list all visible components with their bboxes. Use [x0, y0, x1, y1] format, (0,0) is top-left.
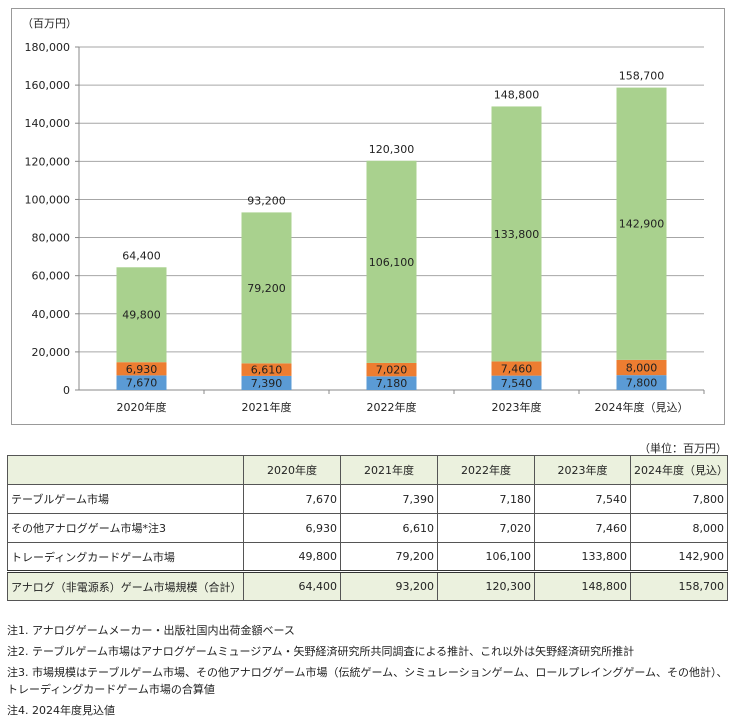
row-label: アナログ（非電源系）ゲーム市場規模（合計） [7, 570, 244, 601]
cell-value: 49,800 [243, 542, 341, 572]
cell-value: 7,800 [630, 484, 728, 514]
header-cell: 2023年度 [534, 455, 631, 485]
bar-segment [491, 375, 542, 390]
bar-segment [366, 160, 417, 363]
x-tick-label: 2020年度 [117, 400, 167, 414]
table-row: テーブルゲーム市場 7,670 7,390 7,180 7,540 7,800 [7, 484, 728, 514]
x-tick-label: 2024年度（見込） [595, 400, 689, 414]
data-label: 49,800 [122, 309, 161, 322]
cell-value: 158,700 [630, 570, 728, 601]
data-label: 6,610 [251, 364, 283, 377]
header-cell: 2020年度 [243, 455, 341, 485]
cell-value: 133,800 [534, 542, 631, 572]
data-label: 133,800 [494, 228, 540, 241]
bar-segment [491, 106, 542, 362]
cell-value: 7,180 [437, 484, 535, 514]
header-cell: 2024年度（見込） [630, 455, 728, 485]
x-tick-label: 2021年度 [242, 400, 292, 414]
note: 注4. 2024年度見込値 [7, 704, 115, 717]
cell-value: 6,610 [340, 513, 438, 543]
bar-segment [366, 362, 417, 377]
bar-segment [116, 267, 167, 363]
bar-segment [116, 375, 167, 390]
note: 注2. テーブルゲーム市場はアナログゲームミュージアム・矢野経済研究所共同調査に… [7, 645, 635, 658]
total-label: 64,400 [122, 249, 161, 262]
cell-value: 7,670 [243, 484, 341, 514]
bar-segment [616, 359, 667, 376]
stacked-bar-chart: （百万円） 0 20,000 40,000 60,000 80,000 100,000 120… [22, 17, 705, 414]
data-label: 106,100 [369, 256, 415, 269]
y-unit-label: （百万円） [22, 17, 77, 30]
note: 注1. アナログゲームメーカー・出版社国内出荷金額ベース [7, 624, 295, 637]
total-label: 120,300 [369, 143, 415, 156]
cell-value: 93,200 [340, 570, 438, 601]
y-tick-label: 180,000 [25, 41, 71, 54]
bar-segment [616, 375, 667, 390]
total-label: 158,700 [619, 70, 665, 83]
bar-segment [241, 363, 292, 376]
cell-value: 8,000 [630, 513, 728, 543]
cell-value: 120,300 [437, 570, 535, 601]
data-label: 7,800 [626, 377, 658, 390]
data-label: 7,180 [376, 377, 408, 390]
cell-value: 7,390 [340, 484, 438, 514]
cell-value: 7,020 [437, 513, 535, 543]
y-tick-label: 0 [63, 384, 70, 397]
header-cell: 2022年度 [437, 455, 535, 485]
chart [11, 8, 725, 425]
bar-segment [241, 212, 292, 364]
data-label: 7,540 [501, 377, 533, 390]
x-tick-label: 2023年度 [492, 400, 542, 414]
data-label: 79,200 [247, 282, 286, 295]
y-tick-label: 120,000 [25, 155, 71, 168]
bar-segment [116, 362, 167, 376]
cell-value: 7,540 [534, 484, 631, 514]
data-label: 7,670 [126, 377, 158, 390]
data-label: 142,900 [619, 218, 665, 231]
y-tick-label: 160,000 [25, 79, 71, 92]
y-tick-label: 20,000 [32, 346, 71, 359]
row-label: トレーディングカードゲーム市場 [7, 542, 244, 572]
total-label: 93,200 [247, 194, 286, 207]
row-label: その他アナログゲーム市場*注3 [7, 513, 244, 543]
bar-segment [366, 376, 417, 390]
x-tick-label: 2022年度 [367, 400, 417, 414]
header-cell: 2021年度 [340, 455, 438, 485]
header-cell [7, 455, 244, 485]
cell-value: 142,900 [630, 542, 728, 572]
cell-value: 106,100 [437, 542, 535, 572]
y-tick-label: 80,000 [32, 232, 71, 245]
table-unit: （単位：百万円） [639, 442, 727, 455]
y-tick-label: 40,000 [32, 308, 71, 321]
bar-segment [616, 87, 667, 360]
row-label: テーブルゲーム市場 [7, 484, 244, 514]
table-row: トレーディングカードゲーム市場 49,800 79,200 106,100 133,80… [7, 542, 728, 572]
y-tick-label: 140,000 [25, 117, 71, 130]
cell-value: 64,400 [243, 570, 341, 601]
bar-segment [491, 361, 542, 376]
data-label: 7,460 [501, 363, 533, 376]
table-header-row: 2020年度 2021年度 2022年度 2023年度 2024年度（見込） [7, 455, 728, 485]
cell-value: 148,800 [534, 570, 631, 601]
y-tick-label: 100,000 [25, 193, 71, 206]
cell-value: 7,460 [534, 513, 631, 543]
data-label: 6,930 [126, 363, 158, 376]
notes: 注1. アナログゲームメーカー・出版社国内出荷金額ベース 注2. テーブルゲーム… [7, 622, 732, 723]
data-table: 2020年度 2021年度 2022年度 2023年度 2024年度（見込） テ… [7, 455, 728, 601]
total-label: 148,800 [494, 88, 540, 101]
cell-value: 79,200 [340, 542, 438, 572]
bar-segment [241, 375, 292, 390]
table-row: その他アナログゲーム市場*注3 6,930 6,610 7,020 7,460 8,000 [7, 513, 728, 543]
table-row: アナログ（非電源系）ゲーム市場規模（合計） 64,400 93,200 120,300… [7, 570, 728, 601]
data-label: 8,000 [626, 362, 658, 375]
y-tick-label: 60,000 [32, 270, 71, 283]
data-label: 7,390 [251, 377, 283, 390]
note: 注3. 市場規模はテーブルゲーム市場、その他アナログゲーム市場（伝統ゲーム、シミ… [7, 666, 728, 696]
cell-value: 6,930 [243, 513, 341, 543]
data-label: 7,020 [376, 364, 408, 377]
